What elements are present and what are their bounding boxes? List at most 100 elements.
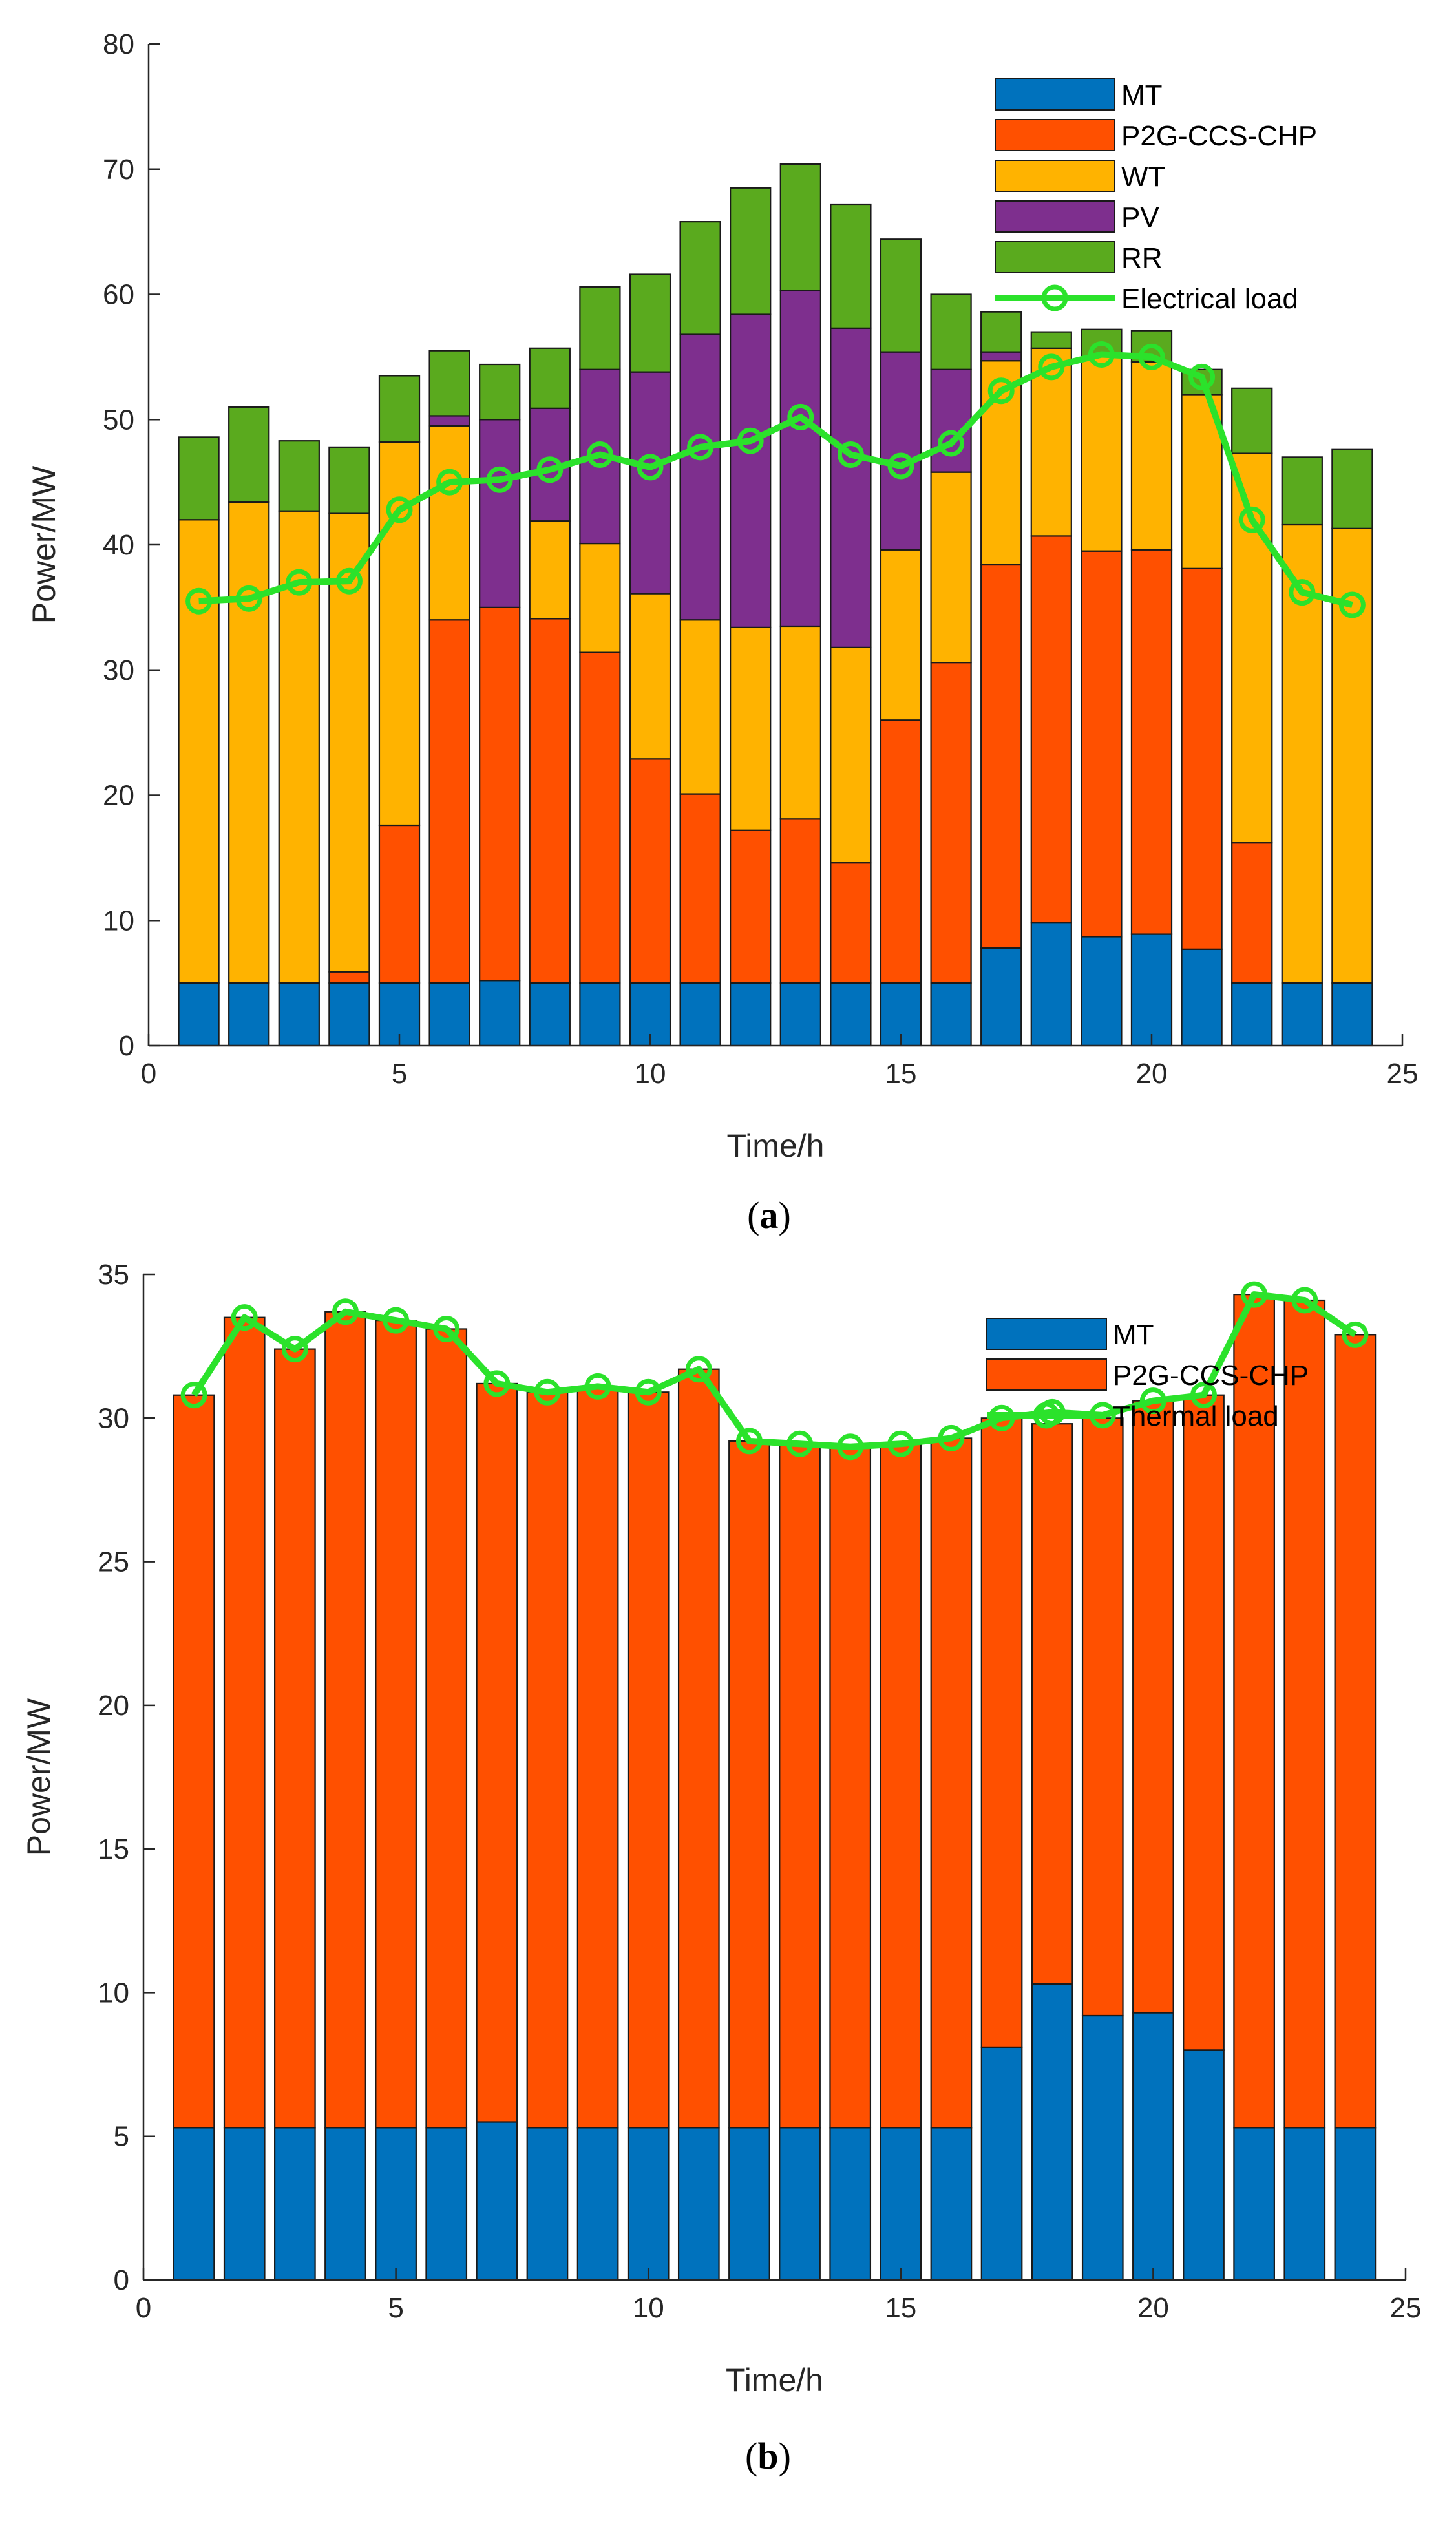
y-tick-label: 5 — [114, 2121, 129, 2153]
bar-p2g-ccs-chp — [173, 1394, 215, 2129]
bar-wt — [629, 593, 671, 760]
bar-rr — [679, 221, 721, 335]
bar-rr — [479, 363, 521, 421]
bar-p2g-ccs-chp — [428, 619, 470, 984]
bar-p2g-ccs-chp — [1081, 1417, 1124, 2017]
chart-a-load-line — [185, 341, 1366, 618]
bar-mt — [930, 982, 972, 1047]
load-point — [938, 430, 965, 457]
load-point — [586, 441, 613, 468]
bar-rr — [830, 203, 872, 329]
load-point — [486, 466, 513, 493]
bar-mt — [627, 2127, 670, 2281]
legend-swatch — [995, 200, 1115, 233]
bar-p2g-ccs-chp — [1283, 1299, 1326, 2129]
bar-rr — [730, 187, 772, 315]
y-tick-label: 60 — [103, 279, 134, 311]
bar-mt — [479, 980, 521, 1047]
load-point — [786, 1430, 814, 1457]
load-line — [198, 351, 1353, 608]
legend-entry: Thermal load — [1113, 1400, 1279, 1432]
load-point — [1088, 341, 1115, 368]
load-point — [887, 452, 914, 480]
bar-pv — [880, 351, 922, 551]
caption-part: ) — [779, 2435, 791, 2477]
bar-pv — [428, 415, 470, 427]
caption-part: ) — [779, 1194, 791, 1236]
legend-swatch — [995, 78, 1115, 111]
load-point — [637, 454, 664, 481]
bar-rr — [930, 293, 972, 370]
bar-mt — [579, 982, 621, 1047]
load-point — [383, 1307, 410, 1334]
bar-rr — [178, 436, 220, 521]
bar-wt — [428, 425, 470, 621]
caption-part: b — [757, 2435, 778, 2477]
bar-rr — [629, 273, 671, 373]
bar-rr — [1331, 448, 1373, 529]
bar-p2g-ccs-chp — [576, 1386, 619, 2129]
x-axis-label: Time/h — [726, 2362, 823, 2398]
bar-p2g-ccs-chp — [829, 1446, 872, 2129]
bar-rr — [378, 375, 421, 443]
bar-p2g-ccs-chp — [1334, 1334, 1377, 2129]
legend-marker — [1033, 1402, 1060, 1429]
bar-mt — [425, 2127, 468, 2281]
load-point — [735, 1428, 763, 1455]
chart-b-bars — [173, 1294, 1377, 2281]
load-point — [235, 585, 262, 612]
bar-mt — [677, 2127, 720, 2281]
x-tick-label: 10 — [635, 1058, 666, 1090]
load-point — [887, 1430, 914, 1457]
bar-pv — [830, 327, 872, 648]
y-tick-label: 25 — [98, 1546, 129, 1578]
bar-rr — [980, 311, 1022, 353]
bar-mt — [476, 2121, 518, 2281]
bar-p2g-ccs-chp — [779, 818, 821, 984]
chart-a: 0 10 20 30 40 50 60 70 80 0 5 10 15 20 25 Time/h Power/M… — [26, 28, 1418, 1236]
bar-mt — [1233, 2127, 1275, 2281]
bar-mt — [576, 2127, 619, 2281]
legend-entry: PV — [1121, 202, 1159, 233]
y-tick-label: 30 — [98, 1402, 129, 1434]
bar-p2g-ccs-chp — [1030, 535, 1072, 924]
load-point — [335, 567, 363, 595]
load-point — [1338, 591, 1366, 618]
load-point — [286, 569, 313, 596]
bar-rr — [579, 286, 621, 370]
bar-p2g-ccs-chp — [1132, 1400, 1174, 2014]
legend-swatch — [995, 241, 1115, 273]
bar-p2g-ccs-chp — [1231, 842, 1273, 984]
x-tick-label: 15 — [885, 1058, 917, 1090]
load-line — [191, 1291, 1357, 1450]
bar-mt — [1081, 2014, 1124, 2281]
bar-mt — [526, 2127, 569, 2281]
bar-rr — [228, 406, 270, 503]
bar-mt — [428, 982, 470, 1047]
load-point — [938, 1424, 965, 1451]
load-point — [1138, 343, 1165, 370]
y-tick-label: 35 — [98, 1259, 129, 1291]
y-tick-label: 20 — [98, 1690, 129, 1722]
bar-mt — [529, 982, 571, 1047]
y-axis-label: Power/MW — [21, 1698, 57, 1856]
bar-mt — [274, 2127, 316, 2281]
bar-p2g-ccs-chp — [378, 824, 421, 984]
bar-mt — [829, 2127, 872, 2281]
load-point — [1139, 1387, 1166, 1415]
bar-p2g-ccs-chp — [930, 1437, 973, 2129]
y-tick-label: 15 — [98, 1833, 129, 1865]
bar-mt — [1030, 922, 1072, 1047]
bar-wt — [1130, 361, 1173, 551]
bar-p2g-ccs-chp — [328, 971, 370, 984]
y-tick-label: 0 — [114, 2264, 129, 2296]
caption-part: ( — [745, 2435, 757, 2477]
y-tick-label: 50 — [103, 404, 134, 436]
bar-wt — [1331, 527, 1373, 984]
bar-mt — [730, 982, 772, 1047]
bar-p2g-ccs-chp — [274, 1348, 316, 2129]
bar-p2g-ccs-chp — [579, 651, 621, 984]
bar-rr — [428, 350, 470, 417]
load-point — [185, 587, 213, 615]
bar-mt — [324, 2127, 366, 2281]
